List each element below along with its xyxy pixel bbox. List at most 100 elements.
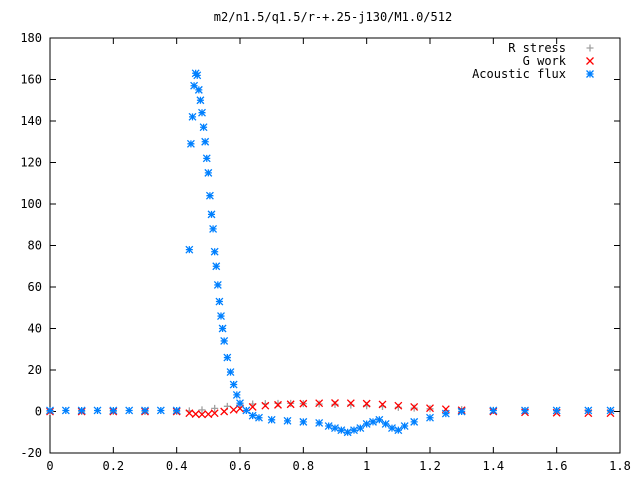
y-tick-label: 40 xyxy=(28,322,42,336)
data-point xyxy=(172,406,181,415)
data-point xyxy=(457,407,466,416)
data-point xyxy=(315,418,324,427)
data-point xyxy=(343,428,352,437)
y-tick-label: 60 xyxy=(28,280,42,294)
legend-label: R stress xyxy=(508,41,566,55)
data-point xyxy=(188,112,197,121)
data-point xyxy=(552,406,561,415)
y-tick-label: 0 xyxy=(35,405,42,419)
data-point xyxy=(210,409,219,418)
data-point xyxy=(369,417,377,426)
data-point xyxy=(125,406,134,415)
data-point xyxy=(255,413,263,422)
data-point xyxy=(331,400,339,408)
data-point xyxy=(93,406,102,415)
plot-frame xyxy=(49,37,621,454)
data-point xyxy=(242,406,251,415)
legend-marker xyxy=(586,44,594,52)
data-point xyxy=(426,413,434,422)
data-point xyxy=(261,401,270,410)
data-point xyxy=(198,108,206,117)
data-point xyxy=(194,85,203,94)
data-point xyxy=(400,422,409,430)
data-point xyxy=(394,401,403,410)
data-point xyxy=(394,426,403,435)
data-point xyxy=(324,422,333,430)
data-point xyxy=(606,406,615,415)
y-tick-label: 80 xyxy=(28,239,42,253)
data-point xyxy=(213,280,222,289)
data-point xyxy=(211,404,219,412)
data-point xyxy=(190,81,199,90)
data-point xyxy=(350,426,358,435)
data-point xyxy=(267,415,276,424)
data-point xyxy=(61,406,70,415)
data-point xyxy=(331,424,339,433)
data-point xyxy=(109,406,118,415)
legend-marker xyxy=(586,57,594,65)
data-point xyxy=(274,400,282,409)
data-point xyxy=(426,404,434,413)
data-point xyxy=(299,417,308,426)
data-point xyxy=(489,406,498,415)
data-point xyxy=(204,168,213,177)
x-tick-label: 0.4 xyxy=(166,459,188,473)
data-point xyxy=(331,399,339,407)
data-point xyxy=(217,312,225,321)
data-point xyxy=(441,409,450,418)
data-point xyxy=(226,368,235,377)
data-point xyxy=(362,399,371,408)
y-tick-label: 20 xyxy=(28,363,42,377)
data-point xyxy=(232,390,241,399)
legend-marker xyxy=(586,70,594,78)
data-point xyxy=(388,424,396,433)
data-point xyxy=(584,406,593,415)
data-point xyxy=(215,297,224,306)
data-point xyxy=(362,419,371,428)
data-point xyxy=(185,245,194,254)
data-point xyxy=(346,399,355,408)
data-point xyxy=(220,336,229,345)
data-point xyxy=(274,399,282,407)
series-2 xyxy=(46,69,615,437)
data-point xyxy=(236,399,244,408)
data-point xyxy=(375,415,384,424)
data-point xyxy=(229,405,238,414)
y-tick-label: 120 xyxy=(20,156,42,170)
data-point xyxy=(196,96,205,105)
axes: 0 0.2 0.4 0.6 0.8 1 1.2 1.4 1.6 1.8 -20 0 20 40 60 80 10… xyxy=(20,31,631,473)
data-point xyxy=(191,410,200,418)
data-point xyxy=(381,419,390,428)
data-point xyxy=(410,402,419,411)
legend-label: Acoustic flux xyxy=(472,67,566,81)
data-point xyxy=(156,406,165,415)
data-point xyxy=(410,404,418,412)
data-point xyxy=(186,139,195,148)
data-point xyxy=(248,411,257,420)
x-tick-label: 0.8 xyxy=(292,459,314,473)
y-tick-label: 160 xyxy=(20,73,42,87)
data-point xyxy=(198,410,206,419)
data-point xyxy=(77,406,86,415)
data-point xyxy=(193,71,202,80)
data-point xyxy=(337,426,346,435)
chart-title: m2/n1.5/q1.5/r-+.25-j130/M1.0/512 xyxy=(214,10,452,24)
x-tick-label: 1.6 xyxy=(546,459,568,473)
data-point xyxy=(218,324,227,333)
data-point xyxy=(356,424,365,433)
data-point xyxy=(201,137,210,146)
data-point xyxy=(229,380,238,389)
data-point xyxy=(223,353,232,362)
x-tick-label: 0 xyxy=(46,459,53,473)
data-point xyxy=(199,123,208,132)
x-tick-label: 1.4 xyxy=(482,459,504,473)
data-point xyxy=(212,262,221,271)
legend-label: G work xyxy=(523,54,567,68)
x-tick-label: 1.2 xyxy=(419,459,441,473)
data-point xyxy=(207,210,216,219)
data-point xyxy=(209,224,218,233)
series-1 xyxy=(46,399,615,419)
data-point xyxy=(286,400,295,409)
